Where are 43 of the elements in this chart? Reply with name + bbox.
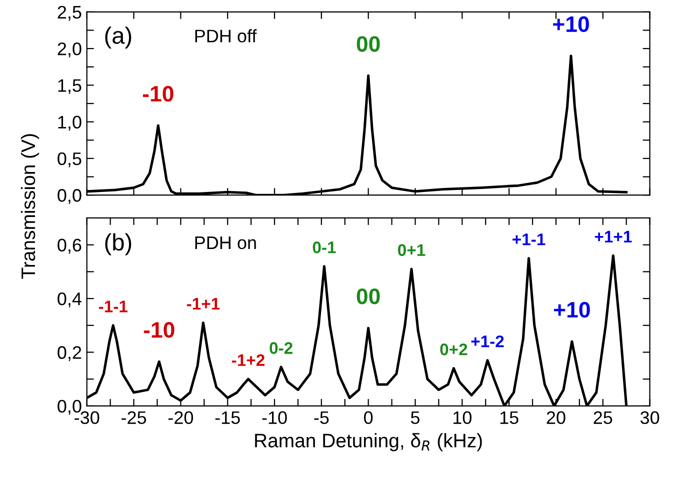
annotation: +10 xyxy=(553,16,589,32)
annotation: -1-1 xyxy=(98,300,128,312)
annotation: +1+1 xyxy=(594,230,632,242)
y-tick-label: 0,2 xyxy=(58,346,82,362)
annotation: (a) xyxy=(105,26,132,49)
x-tick-label: 5 xyxy=(410,411,420,424)
annotation: +10 xyxy=(554,302,590,318)
y-tick-label: 2,0 xyxy=(58,42,82,58)
y-tick-label: 1,0 xyxy=(58,116,82,131)
y-tick-label: 0,6 xyxy=(58,238,82,254)
x-tick-label: 25 xyxy=(594,411,612,424)
annotation: 00 xyxy=(356,288,380,304)
x-tick-label: 10 xyxy=(453,411,472,424)
y-axis-title: Transmission (V) xyxy=(20,134,40,279)
x-tick-label: 20 xyxy=(546,411,566,424)
annotation: +1-2 xyxy=(471,335,504,348)
y-tick-label: 0,4 xyxy=(58,292,82,308)
annotation: PDH on xyxy=(195,236,256,250)
x-tick-label: -25 xyxy=(122,411,146,424)
x-axis-title: Raman Detuning, δ$_{R}$ (kHz) xyxy=(255,433,482,452)
y-tick-label: 0,5 xyxy=(58,152,82,168)
y-tick-label: 1,5 xyxy=(58,79,82,94)
annotation: 00 xyxy=(356,36,380,52)
annotation: -10 xyxy=(144,322,174,338)
annotation: 0+1 xyxy=(398,244,426,256)
annotation: +1-1 xyxy=(512,234,546,246)
annotation: -1+1 xyxy=(186,298,220,310)
x-tick-label: -15 xyxy=(215,411,240,424)
annotation: -10 xyxy=(142,86,174,102)
annotation: PDH off xyxy=(195,29,257,42)
x-tick-label: -20 xyxy=(168,411,194,424)
x-tick-label: 30 xyxy=(640,411,660,424)
annotation: 0-1 xyxy=(312,241,336,254)
annotation: -1+2 xyxy=(232,354,264,366)
annotation: (b) xyxy=(105,233,132,256)
x-tick-label: 15 xyxy=(500,411,518,424)
y-tick-label: 2,5 xyxy=(58,6,82,21)
x-tick-label: 0 xyxy=(364,411,373,424)
annotation: 0+2 xyxy=(440,344,468,356)
y-tick-label: 0,0 xyxy=(58,189,82,204)
x-tick-label: -5 xyxy=(314,411,329,424)
x-tick-label: -10 xyxy=(262,411,287,424)
annotation: 0-2 xyxy=(270,342,292,354)
